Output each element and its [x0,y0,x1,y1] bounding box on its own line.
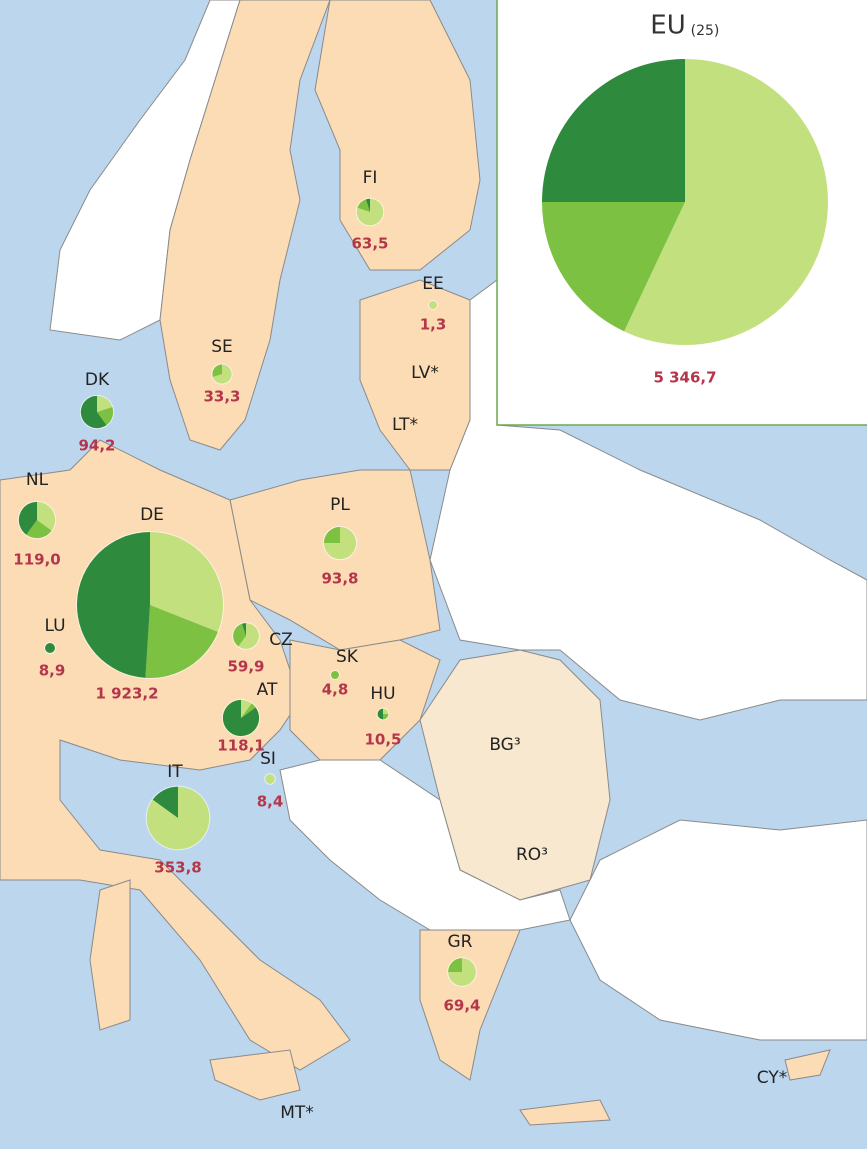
country-code: LT* [392,415,418,435]
country-code: IT [167,762,183,782]
country-code: DE [140,505,164,525]
sweden [159,0,331,451]
country-code: GR [448,932,473,952]
pie-slice [331,671,339,679]
pie-slice [150,531,224,632]
pie-slice [542,59,685,202]
pie-slice [145,605,218,679]
country-code: FI [363,168,378,188]
country-value: 10,5 [364,731,401,749]
pie-slice [383,714,389,720]
pie-slice [241,699,252,718]
pie-slice [26,520,52,539]
sardinia [89,879,131,1031]
pie-slice [323,526,340,543]
country-value: 1,3 [420,316,447,334]
country-code: BG³ [489,735,520,755]
country-code: EE [422,274,443,294]
pie-slice [222,699,260,737]
country-code: SK [336,647,359,667]
pie-slice [542,202,685,332]
crete [519,1099,611,1126]
country-code: SI [260,749,276,769]
pie-slice [448,958,462,972]
country-code: LU [44,616,65,636]
balkans [279,759,571,931]
pie-slice [241,703,256,718]
country-code: SE [211,337,233,357]
country-code: AT [257,680,278,700]
country-value: 33,3 [203,388,240,406]
pie-slice [37,501,56,531]
turkey [569,819,867,1041]
country-code: LV* [411,363,439,383]
country-value: 4,8 [322,681,349,699]
pie-slice [265,774,275,784]
country-value: 353,8 [154,859,201,877]
pie-slice [238,623,259,649]
pie-slice [76,531,150,678]
pie-slice [97,407,114,426]
inset-title: EU [650,11,685,41]
country-value: 69,4 [443,997,480,1015]
poland [229,469,441,651]
land [0,0,867,1126]
pie-slice [233,623,246,647]
pie-slice [212,364,232,384]
greece [419,929,521,1081]
country-value: 8,9 [39,662,66,680]
pie-slice [624,59,828,345]
country-code: HU [370,684,395,704]
pie-slice [146,786,210,850]
pie-slice [80,395,107,429]
pie-slice [377,708,383,720]
pie-slice [152,786,178,818]
country-value: 8,4 [257,793,284,811]
pie-slice [97,395,113,412]
inset-title-suffix: (25) [691,23,720,39]
pies [17,58,829,987]
country-code: MT* [280,1103,314,1123]
country-value: 118,1 [217,737,264,755]
pie-slice [383,708,389,714]
inset-value: 5 346,7 [653,369,716,387]
country-value: 1 923,2 [95,685,158,703]
pie-slice [45,643,55,653]
country-value: 119,0 [13,551,60,569]
country-code: RO³ [516,845,548,865]
country-code: DK [85,370,110,390]
cyprus [784,1049,831,1081]
pie-slice [357,199,370,212]
sicily [209,1049,301,1101]
other-labels: FI 63,5 EE 1,3 SE 33,3 DK 94,2 NL 119,0 DE 1 923,2 P… [13,168,787,1123]
finland [314,0,481,271]
country-value: 63,5 [351,235,388,253]
country-code: CY* [757,1068,787,1088]
country-code: CZ [269,630,293,650]
country-code: NL [26,470,49,490]
country-code: PL [330,495,350,515]
country-value: 93,8 [321,570,358,588]
pie-slice [18,501,37,535]
pie-slice [365,198,370,212]
pie-slice [429,301,437,309]
pie-slice [212,364,222,377]
country-value: 59,9 [227,658,264,676]
pie-slice [242,623,246,636]
country-value: 94,2 [78,437,115,455]
